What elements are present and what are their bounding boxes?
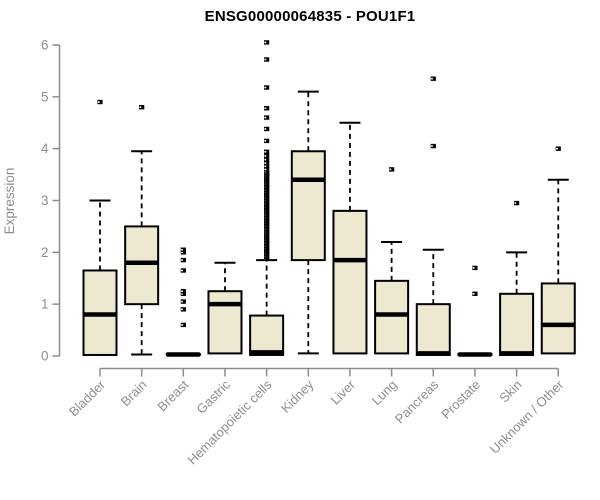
x-category-label: Brain xyxy=(118,377,150,409)
chart-title: ENSG00000064835 - POU1F1 xyxy=(204,8,416,25)
outlier-point xyxy=(180,289,186,294)
outlier-point-notch xyxy=(264,150,267,153)
outlier-point xyxy=(264,85,270,90)
outlier-point-notch xyxy=(181,300,183,303)
outlier-point xyxy=(264,167,270,172)
outlier-point xyxy=(180,268,186,273)
x-category-label: Pancreas xyxy=(392,377,442,427)
x-category-label: Skin xyxy=(496,377,524,405)
box-rect xyxy=(499,292,535,356)
outlier-point xyxy=(180,322,186,328)
y-tick-label: 6 xyxy=(41,38,49,53)
outlier-point xyxy=(264,106,270,111)
outlier-point-notch xyxy=(472,267,475,269)
outlier-point xyxy=(264,138,270,144)
x-category-label: Lung xyxy=(369,377,400,408)
x-category-label: Liver xyxy=(328,377,359,408)
outlier-point-notch xyxy=(514,202,517,204)
outlier-point-notch xyxy=(264,86,267,89)
outlier-point-notch xyxy=(556,147,558,150)
outlier-point-notch xyxy=(264,128,267,130)
y-tick-label: 2 xyxy=(41,245,49,260)
x-category-label: Gastric xyxy=(193,377,233,417)
y-axis-label: Expression xyxy=(2,168,17,235)
outlier-point-notch xyxy=(264,165,267,168)
outlier-point-notch xyxy=(472,293,475,295)
box-rect xyxy=(415,303,451,356)
x-category-label: Breast xyxy=(154,377,191,414)
outlier-point xyxy=(180,247,186,252)
outlier-point-notch xyxy=(181,259,183,261)
outlier-point xyxy=(472,265,478,271)
box-rect xyxy=(249,314,285,356)
outlier-point-notch xyxy=(431,77,433,80)
box-rect xyxy=(374,279,410,355)
box-rect xyxy=(540,282,576,355)
outlier-point-notch xyxy=(264,155,267,157)
y-tick-label: 3 xyxy=(41,193,49,208)
outlier-point-notch xyxy=(389,168,392,171)
y-tick-label: 4 xyxy=(41,141,49,156)
outlier-point xyxy=(139,105,145,110)
outlier-point-notch xyxy=(181,290,183,293)
outlier-point xyxy=(264,57,270,62)
outlier-point xyxy=(264,126,270,132)
outlier-point-notch xyxy=(139,106,142,108)
y-tick-label: 0 xyxy=(41,349,49,364)
outlier-point-notch xyxy=(264,116,267,119)
y-tick-label: 1 xyxy=(41,297,49,312)
outlier-point-notch xyxy=(264,158,267,161)
outlier-point xyxy=(264,160,270,166)
outlier-point xyxy=(264,115,270,120)
outlier-point-notch xyxy=(264,58,267,61)
outlier-point xyxy=(180,299,186,304)
outlier-point xyxy=(264,149,270,154)
outlier-point xyxy=(264,157,270,162)
box-rect xyxy=(207,290,243,355)
x-category-label: Unknown / Other xyxy=(487,377,567,457)
box-rect xyxy=(290,150,326,262)
outlier-point-notch xyxy=(181,293,183,295)
outlier-point xyxy=(430,76,436,81)
outlier-point xyxy=(180,257,186,263)
box-rect xyxy=(332,209,368,355)
x-category-label: Bladder xyxy=(66,377,109,420)
outlier-point xyxy=(264,153,270,159)
outlier-point xyxy=(180,291,186,296)
outlier-point xyxy=(180,250,186,255)
outlier-point xyxy=(264,164,270,169)
box-rect xyxy=(124,225,160,306)
outlier-point xyxy=(389,167,395,172)
outlier-point xyxy=(514,200,520,206)
outlier-point xyxy=(97,99,103,105)
outlier-point xyxy=(430,143,436,149)
outlier-point xyxy=(264,40,270,45)
outlier-point-notch xyxy=(264,168,267,171)
outlier-point-notch xyxy=(181,324,183,326)
outlier-point-notch xyxy=(264,41,267,44)
x-category-label: Kidney xyxy=(278,377,317,416)
x-category-label: Prostate xyxy=(438,377,483,422)
outlier-point-notch xyxy=(264,107,267,110)
outlier-point-notch xyxy=(264,140,267,142)
outlier-point xyxy=(180,307,186,312)
outlier-point-notch xyxy=(181,308,183,311)
outlier-point-notch xyxy=(181,251,183,254)
outlier-point-notch xyxy=(181,248,183,251)
outlier-point-notch xyxy=(264,162,267,164)
outlier-point-notch xyxy=(97,101,100,103)
y-tick-label: 5 xyxy=(41,89,49,104)
outlier-point xyxy=(472,291,478,296)
outlier-point xyxy=(555,146,561,151)
outlier-point-notch xyxy=(181,269,183,272)
outlier-point-notch xyxy=(431,145,433,147)
